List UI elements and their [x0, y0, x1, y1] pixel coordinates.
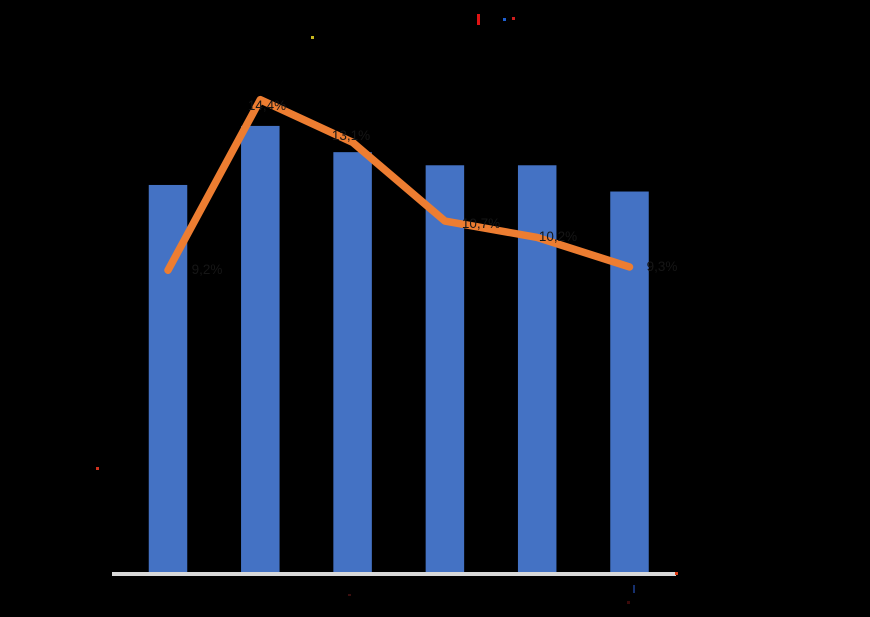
axis-end-speck [675, 572, 678, 575]
red-dot-speck [512, 17, 515, 20]
yellow-speck [311, 36, 314, 39]
data-label: 9,3% [647, 259, 678, 274]
line-series-swatch [743, 343, 784, 350]
line-series [164, 95, 634, 274]
data-label: 13,1% [332, 128, 370, 143]
bar-series-swatch [743, 311, 782, 321]
bar [610, 191, 649, 572]
data-label: 9,2% [192, 262, 223, 277]
red-bar-speck [477, 14, 480, 25]
left-red-speck [96, 467, 99, 470]
legend-entry-bars [743, 308, 792, 324]
legend [743, 308, 792, 368]
data-label: 14,4% [248, 98, 286, 113]
data-label: 10,7% [462, 216, 500, 231]
x-axis-labels [0, 583, 870, 603]
x-axis-baseline [112, 572, 676, 576]
bar [425, 165, 465, 572]
bar [241, 125, 280, 573]
bar [333, 152, 372, 572]
xlabel-faint-speck [348, 594, 351, 596]
legend-entry-line [743, 338, 792, 354]
xlabel-red-speck [627, 601, 630, 604]
data-label: 10,2% [539, 229, 577, 244]
xlabel-blue-speck [633, 585, 635, 593]
bar [517, 165, 557, 572]
blue-speck [503, 18, 506, 21]
